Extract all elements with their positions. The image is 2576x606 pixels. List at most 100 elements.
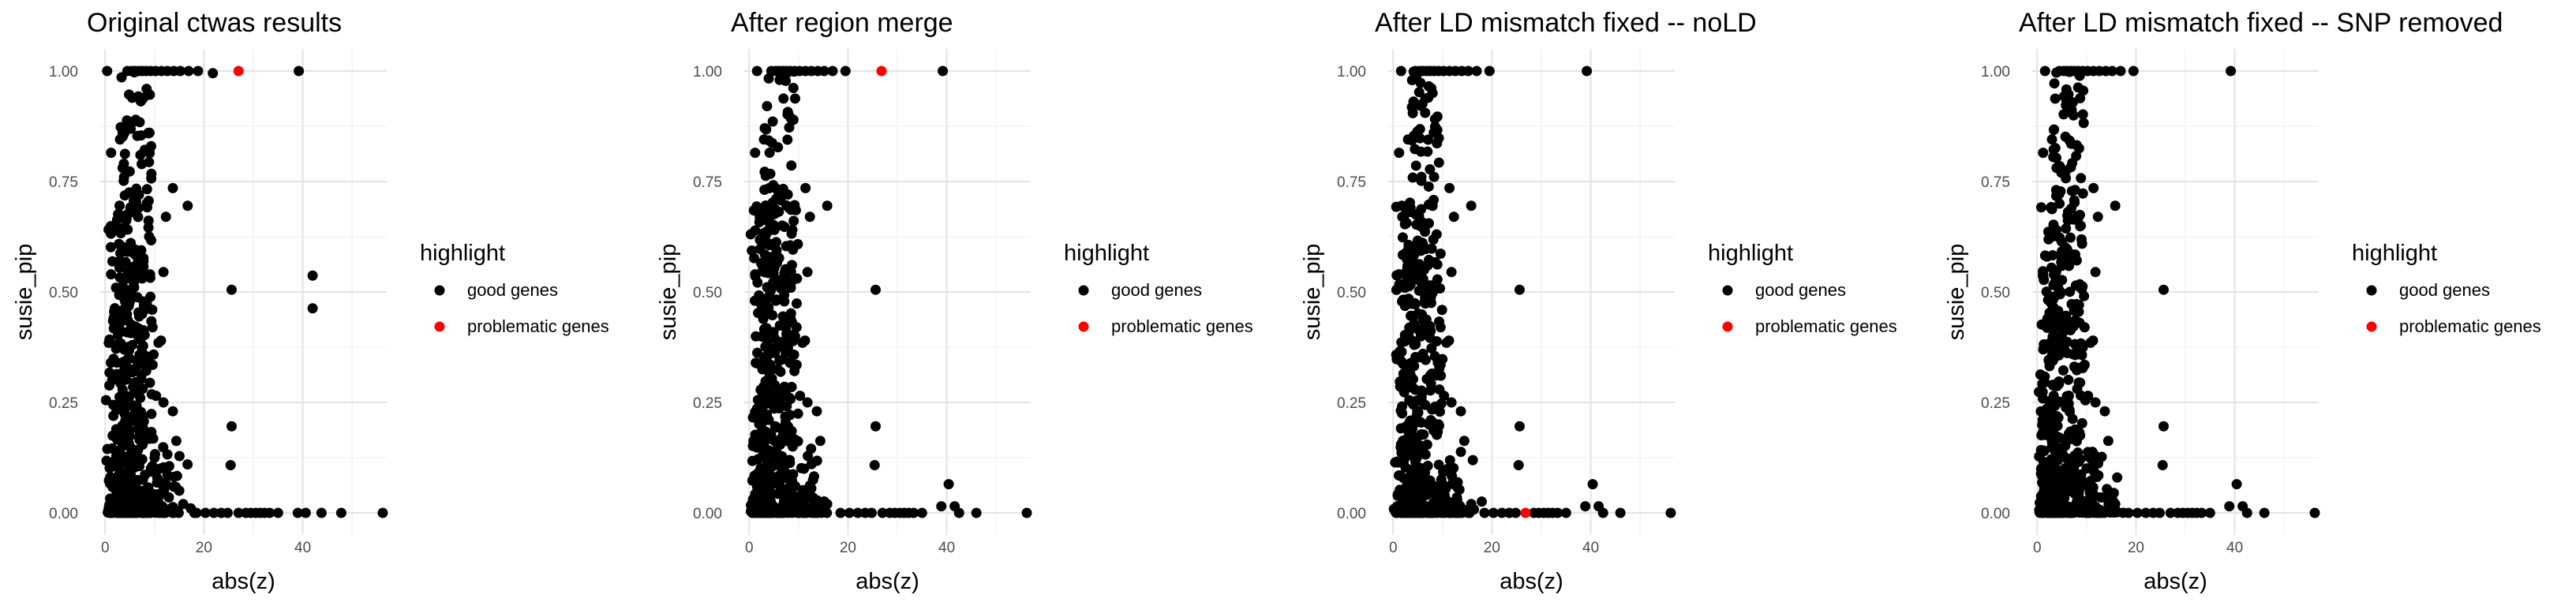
data-point: [776, 452, 787, 463]
legend: highlight good genes problematic genes: [1064, 241, 1253, 336]
y-axis-label: susie_pip: [1300, 244, 1325, 341]
data-point: [761, 303, 772, 314]
data-point: [2056, 471, 2067, 482]
data-point: [1424, 504, 1435, 515]
data-point: [1425, 385, 1436, 396]
data-point: [131, 489, 142, 500]
data-point: [107, 375, 118, 386]
legend: highlight good genes problematic genes: [420, 241, 609, 336]
chart-panel-3: 0 20 40 0.00 0.25 0.50 0.75 1.00 After LD mismat…: [1300, 8, 1897, 594]
data-point: [167, 406, 178, 417]
data-point: [1514, 421, 1525, 432]
data-point: [2074, 484, 2085, 495]
chart-panel-2: 0 20 40 0.00 0.25 0.50 0.75 1.00 After region me…: [656, 8, 1253, 594]
data-point: [782, 189, 793, 200]
data-point: [1404, 322, 1415, 333]
data-point: [2038, 266, 2049, 277]
x-tick-label: 0: [745, 540, 754, 556]
data-point: [145, 507, 156, 518]
data-point: [1429, 122, 1440, 133]
data-point: [781, 323, 792, 334]
data-point: [2154, 507, 2165, 518]
legend-label: good genes: [1111, 280, 1202, 300]
data-point: [2047, 380, 2058, 391]
data-point: [1432, 138, 1443, 149]
data-point: [120, 256, 131, 267]
data-point: [115, 338, 126, 349]
data-point: [118, 477, 129, 488]
data-point: [2196, 507, 2207, 518]
data-point: [115, 285, 126, 296]
data-point: [801, 493, 812, 504]
data-point: [158, 478, 169, 489]
data-point: [1430, 256, 1441, 267]
data-point: [774, 74, 785, 85]
data-point: [2053, 282, 2064, 294]
data-point: [294, 65, 305, 77]
data-point: [118, 159, 129, 170]
data-point: [936, 501, 947, 512]
data-point: [1397, 408, 1408, 419]
data-point: [943, 479, 954, 490]
data-point: [2059, 462, 2070, 473]
data-point: [300, 507, 311, 518]
data-point: [122, 327, 133, 338]
data-point: [1400, 506, 1411, 517]
x-axis-label: abs(z): [2144, 569, 2207, 594]
data-point: [137, 340, 148, 351]
data-point: [1428, 283, 1440, 294]
data-point: [765, 469, 776, 481]
data-point: [778, 93, 789, 104]
data-point: [1417, 440, 1428, 451]
data-point: [1415, 330, 1426, 341]
data-point: [800, 182, 811, 193]
data-point: [2051, 67, 2062, 78]
legend-label: good genes: [1755, 280, 1846, 300]
data-point: [335, 507, 346, 518]
data-point: [811, 406, 822, 417]
data-point: [133, 444, 144, 455]
data-point: [1410, 144, 1421, 155]
data-point: [2084, 487, 2095, 498]
data-point: [1446, 267, 1457, 278]
data-point: [814, 436, 826, 447]
data-point: [208, 68, 219, 79]
data-point: [1417, 239, 1428, 250]
x-tick-label: 20: [840, 540, 856, 556]
legend-label: problematic genes: [1755, 316, 1897, 336]
data-point: [2231, 479, 2242, 490]
x-tick-label: 40: [2226, 540, 2243, 556]
data-point: [758, 381, 769, 392]
data-point: [118, 357, 129, 368]
data-point: [2050, 417, 2061, 428]
data-point: [2110, 200, 2121, 211]
data-point: [2103, 499, 2114, 510]
data-point: [764, 240, 775, 251]
data-point: [2063, 390, 2074, 401]
data-point: [1413, 407, 1424, 418]
data-point: [1416, 391, 1427, 402]
data-point: [779, 381, 790, 392]
data-point: [141, 184, 152, 195]
data-point: [2049, 444, 2060, 455]
series-problematic-genes: [1520, 507, 1531, 518]
data-point: [870, 284, 881, 295]
data-point: [1429, 401, 1440, 412]
data-point: [158, 397, 169, 408]
data-point: [129, 400, 140, 411]
data-point: [1462, 65, 1473, 77]
chart-title: After LD mismatch fixed -- noLD: [1375, 8, 1757, 38]
data-point: [144, 377, 155, 388]
legend: highlight good genes problematic genes: [2352, 241, 2541, 336]
data-point: [1395, 442, 1406, 453]
data-point: [760, 445, 771, 456]
data-point: [752, 277, 763, 288]
data-point: [755, 415, 766, 426]
data-point: [2110, 506, 2121, 517]
y-tick-label: 0.75: [49, 174, 78, 191]
data-point: [144, 231, 155, 242]
data-point: [149, 452, 160, 463]
data-point: [2102, 484, 2113, 495]
x-tick-label: 40: [1582, 540, 1599, 556]
